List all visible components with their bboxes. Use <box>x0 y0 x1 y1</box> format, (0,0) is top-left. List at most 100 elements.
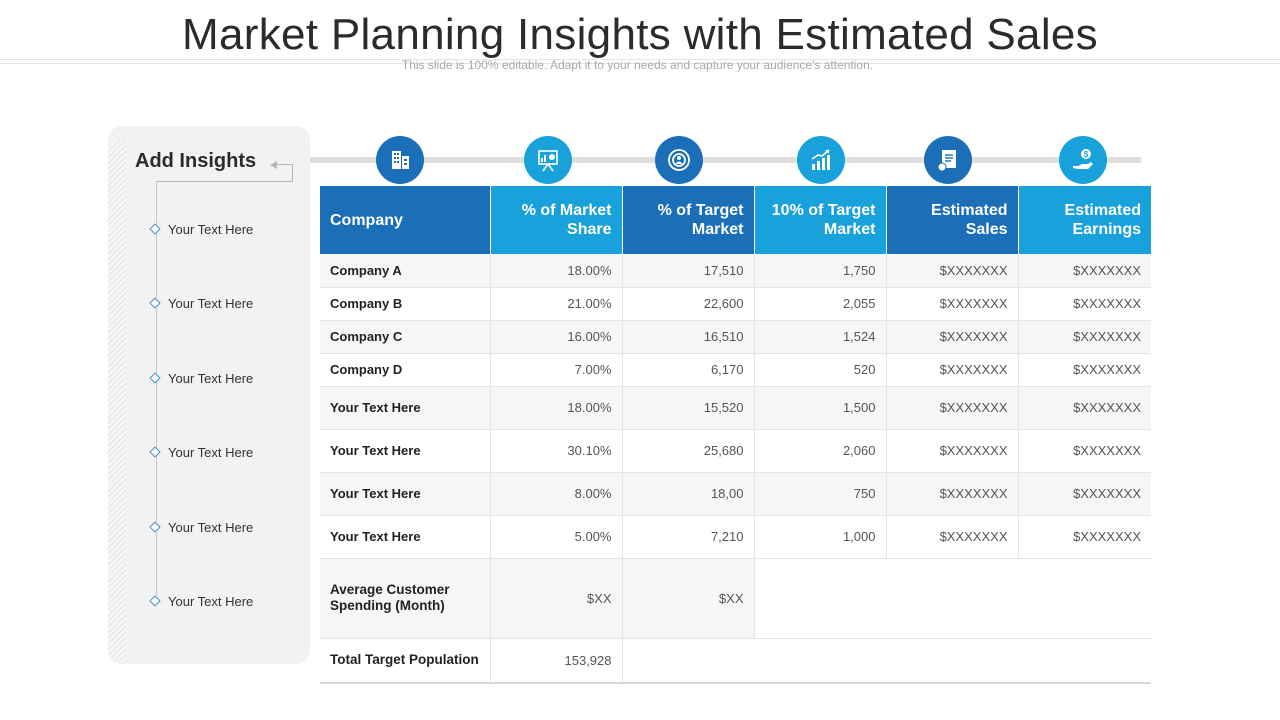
title-divider-top <box>0 59 1280 60</box>
table-cell: $XXXXXXX <box>1017 515 1151 559</box>
table-cell: $XXXXXXX <box>885 429 1018 473</box>
analytics-board-icon <box>524 136 572 184</box>
table-cell: 25,680 <box>621 429 754 473</box>
table-cell: 30.10% <box>489 429 622 473</box>
connector-line <box>276 164 293 165</box>
table-cell: $XXXXXXX <box>1017 287 1151 321</box>
table-cell: $XXXXXXX <box>1017 429 1151 473</box>
average-spending-label: Average Customer Spending (Month) <box>320 558 490 639</box>
table-row: Company C 16.00% 16,510 1,524 $XXXXXXX $… <box>320 320 1151 354</box>
table-cell: 7.00% <box>489 353 622 387</box>
insight-item: Your Text Here <box>149 444 254 460</box>
table-cell: $XXXXXXX <box>1017 254 1151 288</box>
table-cell: 2,055 <box>753 287 886 321</box>
table-cell: 8.00% <box>489 472 622 516</box>
column-header: Estimated Earnings <box>1017 186 1151 254</box>
connector-line <box>156 181 293 182</box>
table-cell: $XXXXXXX <box>885 320 1018 354</box>
diamond-bullet-icon <box>149 223 161 235</box>
table-cell: 22,600 <box>621 287 754 321</box>
table-cell: 18.00% <box>489 254 622 288</box>
table-cell: $XXXXXXX <box>885 254 1018 288</box>
growth-chart-icon <box>797 136 845 184</box>
column-header: 10% of Target Market <box>753 186 886 254</box>
table-cell: Company B <box>320 287 490 321</box>
table-cell: 1,524 <box>753 320 886 354</box>
insight-item-text: Your Text Here <box>168 444 254 460</box>
column-header: Estimated Sales <box>885 186 1018 254</box>
table-cell: 16,510 <box>621 320 754 354</box>
table-cell: $XX <box>621 558 754 639</box>
table-cell: $XX <box>489 558 622 639</box>
table-cell: $XXXXXXX <box>885 353 1018 387</box>
insight-item: Your Text Here <box>149 593 254 609</box>
connector-line <box>292 164 293 182</box>
table-cell: $XXXXXXX <box>1017 353 1151 387</box>
insights-timeline <box>156 181 157 601</box>
table-cell: 18,00 <box>621 472 754 516</box>
clipboard-report-icon <box>924 136 972 184</box>
diamond-bullet-icon <box>149 372 161 384</box>
insight-item-text: Your Text Here <box>168 593 254 609</box>
table-cell: 7,210 <box>621 515 754 559</box>
table-cell: Your Text Here <box>320 515 490 559</box>
page-subtitle: This slide is 100% editable. Adapt it to… <box>401 58 874 72</box>
average-spending-row: Average Customer Spending (Month) $XX $X… <box>320 558 1151 639</box>
table-cell: 153,928 <box>489 638 622 684</box>
table-cell: 16.00% <box>489 320 622 354</box>
table-cell: $XXXXXXX <box>1017 320 1151 354</box>
table-row: Company B 21.00% 22,600 2,055 $XXXXXXX $… <box>320 287 1151 321</box>
insight-item: Your Text Here <box>149 370 254 386</box>
table-cell: $XXXXXXX <box>885 515 1018 559</box>
hand-money-icon: $ <box>1059 136 1107 184</box>
table-cell: Your Text Here <box>320 472 490 516</box>
insights-panel-hatch <box>108 140 126 662</box>
table-cell: $XXXXXXX <box>885 386 1018 430</box>
total-population-row: Total Target Population 153,928 <box>320 638 1151 684</box>
table-cell: Company D <box>320 353 490 387</box>
table-cell: 6,170 <box>621 353 754 387</box>
table-cell: 520 <box>753 353 886 387</box>
insight-item-text: Your Text Here <box>168 221 254 237</box>
table-header-row: Company % of Market Share % of Target Ma… <box>320 186 1151 254</box>
diamond-bullet-icon <box>149 297 161 309</box>
table-cell: 1,000 <box>753 515 886 559</box>
table-cell: 21.00% <box>489 287 622 321</box>
insights-title: Add Insights <box>135 150 257 172</box>
title-divider-bottom <box>0 63 1280 64</box>
table-row: Your Text Here 5.00% 7,210 1,000 $XXXXXX… <box>320 515 1151 559</box>
table-row: Your Text Here 8.00% 18,00 750 $XXXXXXX … <box>320 472 1151 516</box>
table-row: Company A 18.00% 17,510 1,750 $XXXXXXX $… <box>320 254 1151 288</box>
column-header: % of Target Market <box>621 186 754 254</box>
svg-text:$: $ <box>1084 150 1089 159</box>
total-population-label: Total Target Population <box>320 638 490 684</box>
table-cell: Your Text Here <box>320 386 490 430</box>
table-cell: 2,060 <box>753 429 886 473</box>
table-row: Company D 7.00% 6,170 520 $XXXXXXX $XXXX… <box>320 353 1151 387</box>
table-cell: $XXXXXXX <box>1017 472 1151 516</box>
diamond-bullet-icon <box>149 595 161 607</box>
table-cell: 5.00% <box>489 515 622 559</box>
insight-item-text: Your Text Here <box>168 295 254 311</box>
empty-cell <box>621 638 1151 684</box>
table-cell: $XXXXXXX <box>885 472 1018 516</box>
page-title: Market Planning Insights with Estimated … <box>182 10 1098 59</box>
table-cell: Company A <box>320 254 490 288</box>
arrow-left-icon <box>270 161 277 169</box>
table-cell: 1,500 <box>753 386 886 430</box>
table-cell: Your Text Here <box>320 429 490 473</box>
empty-cell <box>753 558 1151 639</box>
table-row: Your Text Here 18.00% 15,520 1,500 $XXXX… <box>320 386 1151 430</box>
insight-item-text: Your Text Here <box>168 519 254 535</box>
market-table: Company % of Market Share % of Target Ma… <box>320 186 1151 684</box>
icon-rail <box>310 157 1141 163</box>
table-cell: 17,510 <box>621 254 754 288</box>
target-user-icon <box>655 136 703 184</box>
buildings-icon <box>376 136 424 184</box>
insight-item: Your Text Here <box>149 295 254 311</box>
insight-item: Your Text Here <box>149 221 254 237</box>
table-cell: Company C <box>320 320 490 354</box>
table-cell: 1,750 <box>753 254 886 288</box>
diamond-bullet-icon <box>149 521 161 533</box>
insight-item-text: Your Text Here <box>168 370 254 386</box>
